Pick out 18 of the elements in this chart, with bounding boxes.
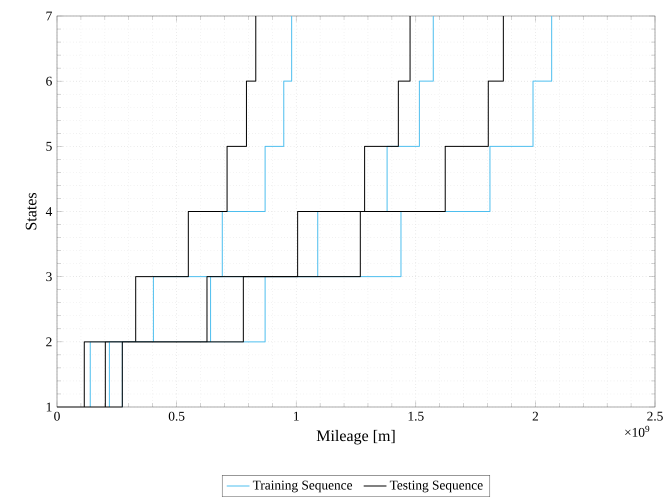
- y-tick-label: 7: [46, 12, 52, 20]
- y-tick-label: 5: [46, 142, 52, 151]
- x-tick-label: 2.5: [647, 412, 663, 421]
- y-axis-title: States: [26, 192, 36, 230]
- x-tick-label: 1.5: [408, 412, 424, 421]
- x-tick-label: 2: [532, 412, 538, 421]
- y-tick-label: 2: [46, 337, 52, 346]
- legend-label: Training Sequence: [252, 480, 352, 492]
- text: ×10$^{9}$: [625, 426, 650, 437]
- y-tick-label: 6: [46, 76, 52, 86]
- x-tick-label: 1: [294, 412, 299, 421]
- x-tick-label: 0.5: [168, 412, 184, 421]
- y-tick-label: 3: [46, 272, 52, 282]
- x-axis-title: Mileage [m]: [316, 430, 395, 444]
- y-tick-label: 1: [46, 402, 52, 412]
- legend-label: Testing Sequence: [390, 480, 483, 492]
- x-tick-label: 0: [54, 412, 60, 421]
- y-tick-label: 4: [46, 207, 52, 216]
